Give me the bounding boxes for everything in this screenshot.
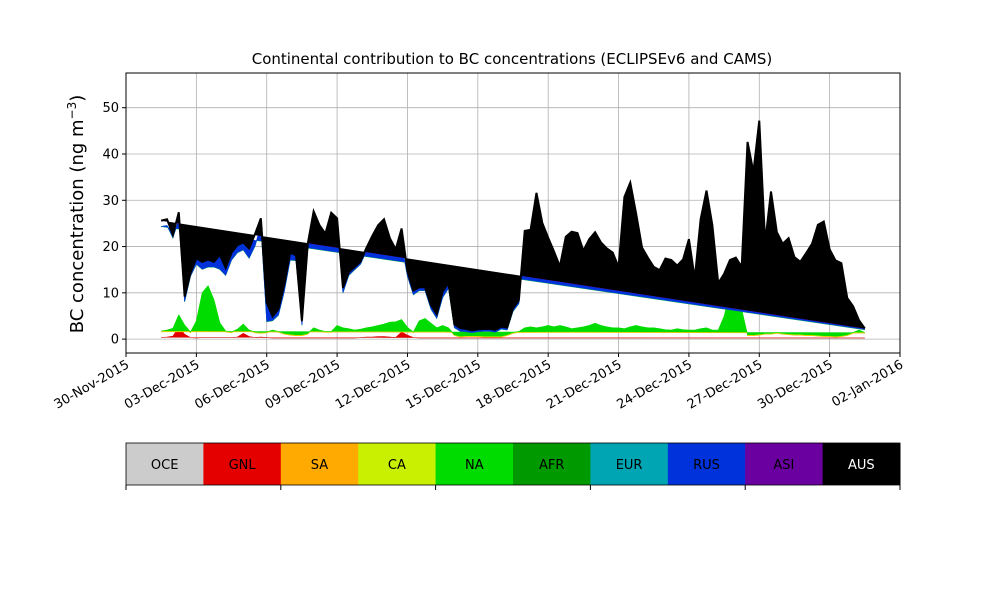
- y-tick-label: 20: [102, 240, 119, 255]
- legend-label-aus: AUS: [848, 458, 875, 473]
- legend-swatch-eur: [590, 443, 669, 485]
- legend-swatch-na: [435, 443, 514, 485]
- legend-swatch-ca: [358, 443, 437, 485]
- y-tick-label: 10: [102, 286, 119, 301]
- legend-swatch-oce: [126, 443, 204, 485]
- legend-swatch-gnl: [203, 443, 282, 485]
- legend-label-na: NA: [465, 458, 484, 473]
- y-tick-label: 30: [102, 194, 119, 209]
- area-series-gnl: [161, 326, 865, 339]
- y-axis-label: BC concentration (ng m−3): [65, 95, 88, 334]
- legend-label-rus: RUS: [693, 458, 720, 473]
- y-tick-label: 40: [102, 147, 119, 162]
- legend-label-asi: ASI: [773, 458, 794, 473]
- legend-label-afr: AFR: [539, 458, 564, 473]
- y-axis-label-superscript: −3: [65, 102, 79, 120]
- legend-colorbar: OCE GNL SA CA NA AFR EUR RUS ASI AUS: [125, 442, 901, 490]
- y-tick-label: 50: [102, 101, 119, 116]
- area-series-ca: [161, 285, 865, 337]
- legend-swatch-afr: [513, 443, 591, 485]
- area-series-sa: [161, 286, 865, 338]
- legend-swatch-rus: [667, 443, 746, 485]
- y-tick-label: 0: [111, 333, 119, 348]
- legend-swatch-sa: [280, 443, 359, 485]
- legend-swatch-asi: [745, 443, 824, 485]
- chart-title: Continental contribution to BC concentra…: [252, 50, 773, 68]
- legend-label-oce: OCE: [151, 458, 179, 473]
- legend-label-ca: CA: [388, 458, 406, 473]
- legend-label-eur: EUR: [616, 458, 643, 473]
- y-axis-label-text: BC concentration (ng m: [67, 119, 88, 333]
- legend-swatch-aus: [822, 443, 901, 485]
- legend-frame: [125, 442, 901, 486]
- area-series-na: [161, 285, 865, 337]
- axes-frame: [125, 72, 901, 354]
- total-outline: [160, 120, 866, 332]
- legend-label-sa: SA: [311, 458, 328, 473]
- legend-label-gnl: GNL: [229, 458, 257, 473]
- y-axis-label-close: ): [67, 95, 88, 102]
